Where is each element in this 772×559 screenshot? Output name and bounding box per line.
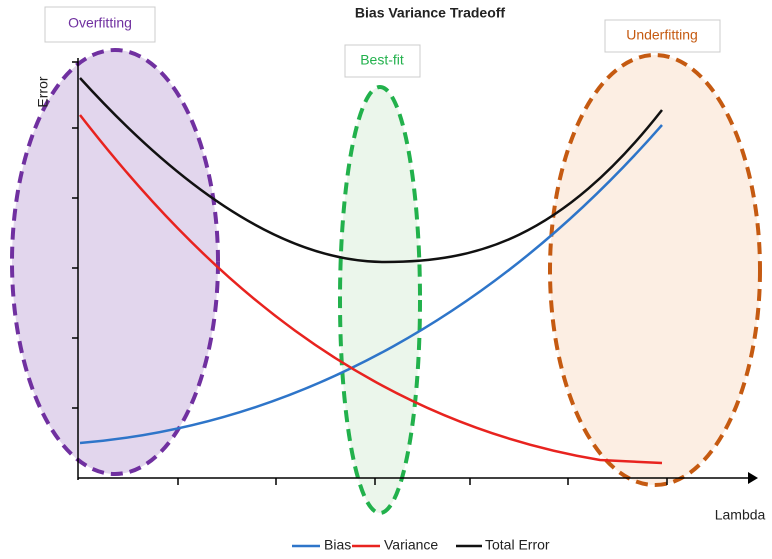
y-axis-label: Error [35,76,51,107]
legend: Bias Variance Total Error [292,537,550,553]
annotation: Underfitting [626,27,698,43]
underfitting-region [548,53,762,487]
axes [72,58,750,485]
variance-curve [79,114,663,465]
annotation-box [44,6,156,43]
annotation: Best-fit [360,52,404,68]
overfitting-region [10,48,220,476]
axis-arrow [748,472,758,484]
legend-label: Variance [384,537,438,553]
best-fit-region [338,85,422,515]
bias-curve [79,124,663,445]
annotation-box [604,19,721,53]
total-error-curve [79,77,663,264]
chart-title: Bias Variance Tradeoff [355,5,506,21]
legend-label: Bias [324,537,351,553]
legend-label: Total Error [485,537,550,553]
x-axis-label: Lambda [715,507,766,523]
annotation-box [344,44,421,78]
annotation: Overfitting [68,15,132,31]
